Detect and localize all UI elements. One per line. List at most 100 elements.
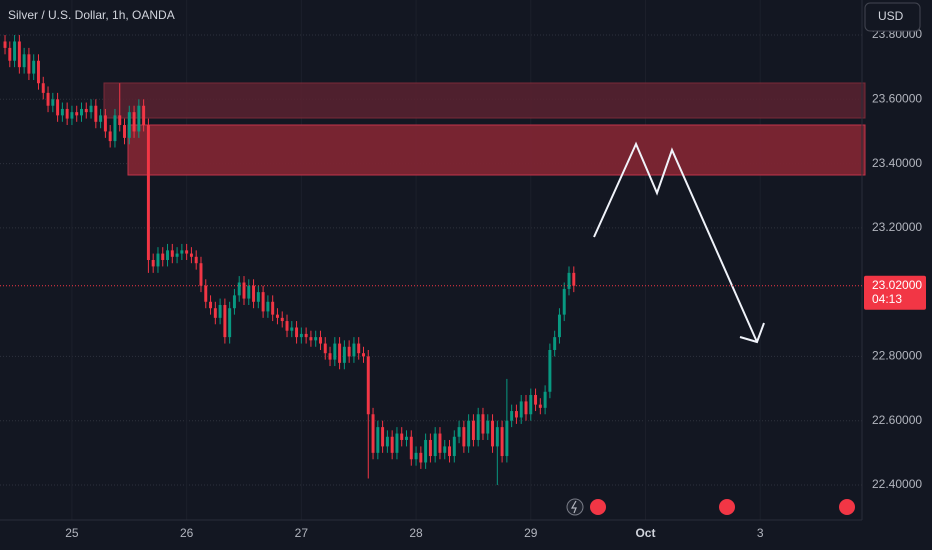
candle-body <box>256 292 260 302</box>
candle-body <box>89 105 93 113</box>
resistance-zone <box>103 82 866 119</box>
y-tick-label: 23.20000 <box>872 220 922 234</box>
candles <box>3 35 576 485</box>
candle-body <box>275 314 279 318</box>
candle-body <box>46 92 50 106</box>
candle-body <box>428 439 432 457</box>
candle-body <box>65 108 69 119</box>
y-tick-label: 22.60000 <box>872 413 922 427</box>
candle-body <box>56 99 60 116</box>
candle-body <box>103 115 107 132</box>
candle-body <box>51 99 55 106</box>
axes: 22.40000 22.60000 22.80000 23.20000 23.40000… <box>0 27 926 540</box>
candle-body <box>108 131 112 142</box>
candle-body <box>180 250 184 254</box>
candle-body <box>60 108 64 116</box>
candle-body <box>223 304 227 338</box>
candle-body <box>514 411 518 418</box>
candle-body <box>266 301 270 312</box>
candle-body <box>562 288 566 315</box>
candle-body <box>137 105 141 132</box>
candle-body <box>32 60 36 74</box>
candle-body <box>166 250 170 260</box>
x-tick-label: 28 <box>409 526 423 540</box>
last-price-box <box>864 275 926 310</box>
candle-body <box>290 327 294 331</box>
candle-body <box>438 433 442 453</box>
currency-label: USD <box>878 9 904 23</box>
candle-body <box>452 436 456 457</box>
candle-body <box>170 250 174 257</box>
candle-body <box>218 304 222 318</box>
candle-body <box>395 433 399 453</box>
candle-body <box>156 253 160 267</box>
candle-body <box>127 112 131 138</box>
candle-body <box>304 333 308 338</box>
y-tick-label: 23.60000 <box>872 91 922 105</box>
candle-body <box>175 253 179 257</box>
x-tick-label: 29 <box>524 526 538 540</box>
candle-body <box>17 41 21 68</box>
candle-body <box>486 420 490 434</box>
candle-body <box>471 420 475 440</box>
candle-body <box>347 346 351 357</box>
lightning <box>570 500 577 514</box>
candle-body <box>424 439 428 463</box>
dividend-icon[interactable] <box>566 498 584 516</box>
candle-body <box>27 54 31 74</box>
candle-body <box>328 353 332 360</box>
currency-button[interactable] <box>864 2 921 32</box>
candle-body <box>338 343 342 363</box>
countdown: 04:13 <box>872 292 902 306</box>
x-tick-label: Oct <box>635 526 655 540</box>
candle-body <box>80 108 83 116</box>
candle-body <box>209 301 213 309</box>
candle-body <box>41 83 45 93</box>
candle-body <box>414 452 418 460</box>
candle-body <box>548 349 552 392</box>
event-flag[interactable] <box>719 499 735 515</box>
y-tick-label: 22.40000 <box>872 477 922 491</box>
candle-body <box>405 436 408 440</box>
y-tick-label: 23.40000 <box>872 156 922 170</box>
candle-body <box>443 446 447 453</box>
candle-body <box>22 54 26 68</box>
candle-body <box>247 285 251 299</box>
event-icons <box>566 498 855 516</box>
candle-body <box>342 346 346 363</box>
candle-body <box>491 420 495 447</box>
candle-body <box>113 115 117 142</box>
candle-body <box>366 356 370 415</box>
candle-body <box>529 394 533 415</box>
candle-body <box>8 47 12 61</box>
candle-body <box>495 427 499 447</box>
event-flag[interactable] <box>590 499 606 515</box>
event-flag[interactable] <box>839 499 855 515</box>
candle-body <box>553 337 557 350</box>
candle-body <box>99 115 103 122</box>
candle-body <box>213 308 217 318</box>
supply-zone <box>127 124 866 176</box>
candle-body <box>151 260 155 267</box>
candle-body <box>572 272 576 286</box>
candle-body <box>70 112 74 119</box>
candle-body <box>419 452 423 463</box>
candle-body <box>538 404 542 408</box>
arrow-head <box>739 322 765 344</box>
candle-body <box>13 41 17 61</box>
candle-body <box>132 112 136 132</box>
candle-body <box>237 282 241 296</box>
candle-body <box>3 41 7 48</box>
candle-body <box>228 308 232 338</box>
candle-body <box>295 327 299 338</box>
candle-body <box>118 115 122 126</box>
candle-body <box>462 427 466 447</box>
candle-body <box>323 343 327 354</box>
candle-body <box>390 436 394 453</box>
candle-body <box>500 427 504 457</box>
candle-body <box>318 337 322 344</box>
candle-body <box>376 427 380 453</box>
candle-body <box>185 250 189 254</box>
candle-body <box>519 401 523 418</box>
